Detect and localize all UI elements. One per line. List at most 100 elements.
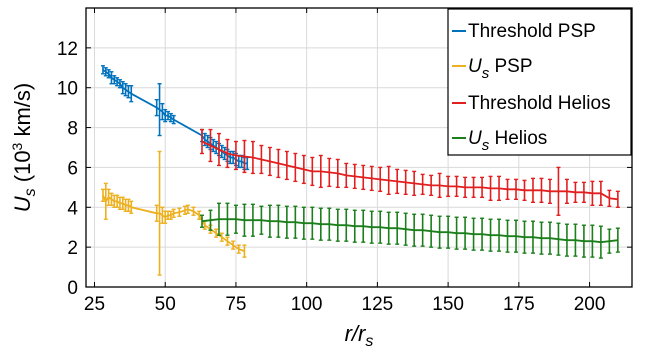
legend-label-subscript: s <box>482 65 490 82</box>
x-tick-label: 200 <box>574 294 606 315</box>
errorbar-threshold_helios <box>284 150 289 181</box>
errorbar-threshold_helios <box>216 132 221 167</box>
errorbar-threshold_psp <box>106 69 111 79</box>
y-axis-label-superscript: 3 <box>9 142 25 150</box>
errorbar-us_helios <box>581 224 586 258</box>
errorbar-us_helios <box>395 211 400 245</box>
errorbar-us_helios <box>276 204 281 238</box>
errorbar-threshold_psp <box>154 98 159 117</box>
errorbar-threshold_helios <box>233 140 238 171</box>
errorbar-threshold_helios <box>497 175 502 202</box>
errorbar-threshold_psp <box>205 134 210 149</box>
legend-label-main: U <box>468 56 482 77</box>
errorbar-us_helios <box>590 224 595 258</box>
errorbar-threshold_helios <box>514 178 519 201</box>
errorbar-threshold_helios <box>446 175 451 198</box>
series-line-us_psp <box>102 194 245 252</box>
legend-label: Threshold PSP <box>468 21 596 42</box>
errorbar-threshold_psp <box>117 79 122 89</box>
errorbar-us_helios <box>547 221 552 255</box>
errorbar-us_psp <box>214 228 219 238</box>
errorbar-us_helios <box>514 219 519 253</box>
errorbar-us_helios <box>310 206 315 240</box>
errorbar-us_helios <box>454 216 459 250</box>
errorbar-threshold_helios <box>276 148 281 179</box>
errorbar-us_psp <box>154 204 159 222</box>
errorbar-threshold_psp <box>115 77 120 87</box>
errorbar-us_helios <box>386 211 391 245</box>
errorbar-us_psp <box>185 204 190 214</box>
errorbar-us_psp <box>183 205 188 215</box>
errorbar-threshold_helios <box>369 165 374 192</box>
errorbar-threshold_helios <box>505 178 510 201</box>
errorbar-us_psp <box>115 194 120 208</box>
errorbar-us_helios <box>378 210 383 244</box>
x-tick-label: 75 <box>225 294 246 315</box>
errorbar-threshold_helios <box>327 157 332 188</box>
errorbar-us_helios <box>530 220 535 254</box>
errorbar-threshold_psp <box>163 108 168 123</box>
y-tick-label: 12 <box>57 39 78 60</box>
errorbar-us_psp <box>109 192 114 206</box>
errorbar-us_helios <box>199 214 204 228</box>
errorbar-threshold_helios <box>607 189 612 207</box>
errorbar-us_helios <box>250 203 255 237</box>
errorbar-threshold_helios <box>386 165 391 196</box>
errorbar-threshold_helios <box>556 166 561 216</box>
errorbar-threshold_helios <box>590 180 595 206</box>
errorbar-threshold_helios <box>615 190 620 208</box>
errorbar-threshold_helios <box>530 177 535 204</box>
errorbar-threshold_psp <box>160 102 165 121</box>
errorbar-threshold_helios <box>471 176 476 199</box>
errorbar-threshold_helios <box>318 154 323 189</box>
errorbar-threshold_helios <box>403 169 408 196</box>
legend-box <box>447 8 632 156</box>
errorbar-us_psp <box>120 196 125 210</box>
errorbar-threshold_psp <box>171 114 176 125</box>
errorbar-threshold_psp <box>211 138 216 153</box>
y-tick-label: 4 <box>67 198 78 219</box>
errorbar-threshold_helios <box>267 146 272 177</box>
y-axis-label-main: U <box>10 196 35 212</box>
errorbar-threshold_psp <box>103 67 108 77</box>
y-axis-label-unit-open: (10 <box>10 150 35 188</box>
errorbar-us_helios <box>225 202 230 236</box>
errorbar-us_helios <box>267 204 272 238</box>
errorbar-us_helios <box>412 213 417 247</box>
errorbar-us_psp <box>231 240 236 250</box>
errorbar-threshold_psp <box>123 83 128 97</box>
errorbar-threshold_helios <box>250 140 255 175</box>
legend: Threshold PSP Us PSP Threshold Helios Us He… <box>447 8 632 156</box>
errorbar-threshold_helios <box>488 175 493 202</box>
errorbar-us_helios <box>318 207 323 241</box>
series-us_psp <box>100 150 247 276</box>
legend-label-main: Threshold PSP <box>468 21 596 42</box>
series-line-us_helios <box>201 218 619 244</box>
errorbar-us_helios <box>403 212 408 246</box>
errorbar-threshold_helios <box>480 176 485 199</box>
errorbar-us_helios <box>369 210 374 244</box>
errorbar-us_helios <box>598 225 603 259</box>
errorbar-us_psp <box>100 188 105 203</box>
errorbar-us_helios <box>437 215 442 249</box>
errorbar-us_helios <box>259 205 264 235</box>
errorbar-threshold_psp <box>231 150 236 165</box>
x-axis-label-main: r/r <box>345 321 367 346</box>
x-tick-label: 25 <box>84 294 105 315</box>
errorbar-us_psp <box>242 244 247 258</box>
legend-label: Us PSP <box>468 56 533 82</box>
errorbar-us_helios <box>301 206 306 240</box>
errorbar-threshold_helios <box>420 173 425 196</box>
errorbar-threshold_helios <box>259 144 264 175</box>
errorbar-threshold_helios <box>199 128 204 155</box>
errorbar-threshold_helios <box>454 175 459 198</box>
errorbar-threshold_helios <box>208 128 213 163</box>
errorbar-threshold_helios <box>378 166 383 193</box>
errorbar-us_helios <box>463 216 468 250</box>
errorbar-us_helios <box>293 205 298 239</box>
errorbar-us_helios <box>471 217 476 251</box>
errorbar-threshold_psp <box>129 85 134 103</box>
errorbar-us_psp <box>103 182 108 220</box>
errorbar-us_helios <box>420 213 425 247</box>
errorbar-threshold_psp <box>222 146 227 161</box>
